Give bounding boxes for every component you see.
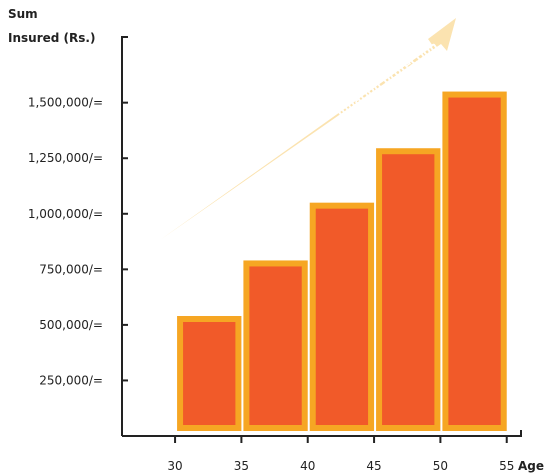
bar xyxy=(315,208,369,425)
annotation-inflation-protection: Inflation protection xyxy=(334,39,440,119)
y-tick-label: 750,000/= xyxy=(39,262,103,276)
y-tick-label: 1,250,000/= xyxy=(28,151,103,165)
x-tick-label: 50 xyxy=(433,459,448,473)
y-tick-label: 1,000,000/= xyxy=(28,207,103,221)
y-tick-label: 500,000/= xyxy=(39,318,103,332)
x-tick-label: 30 xyxy=(167,459,182,473)
x-tick-label: 40 xyxy=(300,459,315,473)
x-axis-title: Age xyxy=(518,459,544,473)
y-axis-title-line-2: Insured (Rs.) xyxy=(8,31,95,45)
y-tick-label: 1,500,000/= xyxy=(28,96,103,110)
x-tick-label: 45 xyxy=(366,459,381,473)
x-tick-label: 55 xyxy=(499,459,514,473)
bar xyxy=(249,266,302,425)
bar xyxy=(183,322,236,425)
y-axis-title-line-1: Sum xyxy=(8,7,38,21)
bar xyxy=(382,154,435,425)
y-tick-label: 250,000/= xyxy=(39,373,103,387)
x-tick-label: 35 xyxy=(234,459,249,473)
bar xyxy=(448,97,501,426)
